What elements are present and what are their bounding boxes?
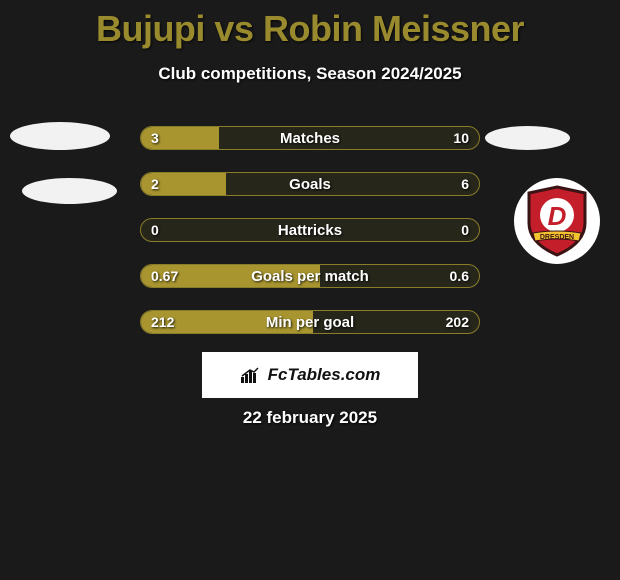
bar-label: Matches: [141, 127, 479, 149]
dynamo-dresden-logo: D DRESDEN: [523, 185, 591, 257]
chart-icon: [240, 366, 262, 384]
player-left-placeholder-2: [22, 178, 117, 204]
bar-row: 0 Hattricks 0: [140, 218, 480, 242]
team-logo-right: D DRESDEN: [514, 178, 600, 264]
bar-value-right: 0.6: [450, 265, 469, 287]
bar-value-right: 0: [461, 219, 469, 241]
comparison-bars: 3 Matches 10 2 Goals 6 0 Hattricks 0 0.6…: [140, 126, 480, 356]
bar-label: Hattricks: [141, 219, 479, 241]
svg-text:D: D: [548, 201, 567, 231]
bar-label: Goals: [141, 173, 479, 195]
bar-row: 2 Goals 6: [140, 172, 480, 196]
bar-row: 212 Min per goal 202: [140, 310, 480, 334]
bar-label: Goals per match: [141, 265, 479, 287]
bar-value-right: 202: [446, 311, 469, 333]
player-right-placeholder: [485, 126, 570, 150]
bar-value-right: 10: [453, 127, 469, 149]
svg-text:DRESDEN: DRESDEN: [540, 234, 574, 241]
comparison-subtitle: Club competitions, Season 2024/2025: [0, 64, 620, 84]
comparison-title: Bujupi vs Robin Meissner: [0, 0, 620, 50]
bar-label: Min per goal: [141, 311, 479, 333]
player-left-placeholder-1: [10, 122, 110, 150]
brand-watermark: FcTables.com: [202, 352, 418, 398]
bar-value-right: 6: [461, 173, 469, 195]
brand-text: FcTables.com: [268, 365, 381, 385]
bar-row: 0.67 Goals per match 0.6: [140, 264, 480, 288]
comparison-date: 22 february 2025: [0, 408, 620, 428]
bar-row: 3 Matches 10: [140, 126, 480, 150]
